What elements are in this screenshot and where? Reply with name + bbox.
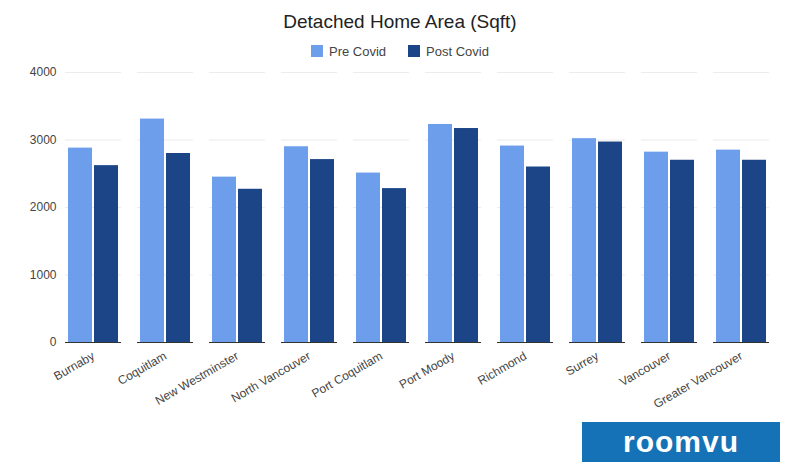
svg-text:Burnaby: Burnaby [51, 349, 97, 383]
html-text:Post Covid: Post Covid [426, 43, 489, 59]
svg-text:3000: 3000 [30, 133, 57, 147]
svg-text:0: 0 [50, 335, 57, 349]
svg-text:2000: 2000 [30, 200, 57, 214]
svg-text:Vancouver: Vancouver [617, 349, 673, 389]
html-text:roomvu: roomvu [623, 425, 739, 458]
svg-text:North Vancouver: North Vancouver [229, 349, 313, 406]
svg-text:Richmond: Richmond [475, 349, 529, 388]
svg-text:Coquitlam: Coquitlam [115, 349, 169, 388]
html-text:Detached Home Area (Sqft): Detached Home Area (Sqft) [283, 11, 517, 32]
svg-text:New Westminster: New Westminster [153, 349, 241, 408]
svg-text:Port Moody: Port Moody [397, 349, 457, 392]
svg-text:Port Coquitlam: Port Coquitlam [309, 349, 385, 401]
html-text:Pre Covid: Pre Covid [329, 43, 387, 59]
svg-text:1000: 1000 [30, 268, 57, 282]
svg-text:Greater Vancouver: Greater Vancouver [651, 349, 745, 411]
svg-text:4000: 4000 [30, 65, 57, 79]
svg-text:Surrey: Surrey [563, 349, 601, 379]
